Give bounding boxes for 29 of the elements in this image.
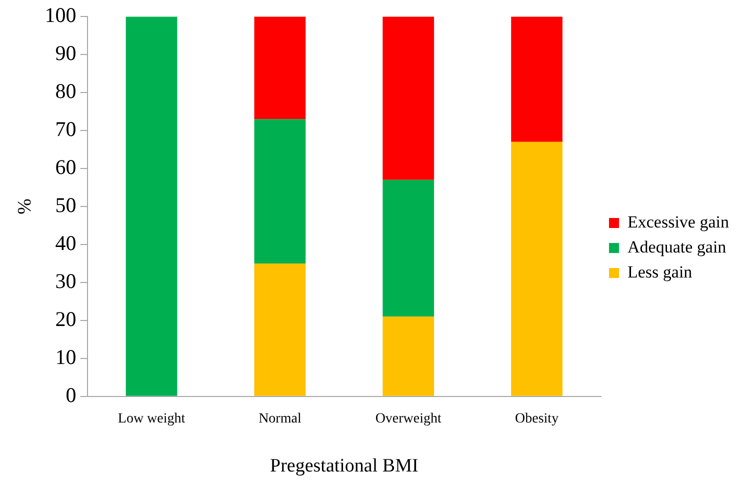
x-tick-label: Normal (258, 411, 302, 426)
y-axis-title: % (14, 198, 36, 214)
y-tick-label: 40 (55, 230, 76, 255)
x-tick-label: Obesity (515, 411, 559, 426)
y-tick-label: 0 (66, 382, 76, 407)
bar (382, 16, 434, 180)
y-tick-label: 80 (55, 79, 76, 104)
legend-label: Excessive gain (628, 212, 730, 232)
y-tick-label: 20 (55, 306, 76, 331)
legend-label: Adequate gain (628, 237, 727, 256)
y-tick-label: 30 (55, 268, 76, 293)
x-tick-label: Overweight (375, 411, 442, 426)
y-tick-label: 10 (55, 344, 76, 369)
bar (254, 119, 306, 264)
y-tick-label: 90 (55, 41, 76, 66)
y-tick-label: 70 (55, 117, 76, 142)
bar (254, 263, 306, 396)
legend-label: Less gain (628, 262, 693, 282)
x-tick-label: Low weight (118, 411, 186, 426)
bar (126, 16, 178, 396)
y-tick-label: 60 (55, 155, 76, 180)
y-tick-label: 100 (44, 3, 76, 28)
y-tick-label: 50 (55, 193, 76, 218)
bar (382, 316, 434, 396)
bar (254, 16, 306, 120)
x-axis-title: Pregestational BMI (270, 456, 418, 477)
bar (382, 180, 434, 317)
bar (511, 16, 562, 142)
bar (511, 142, 562, 396)
